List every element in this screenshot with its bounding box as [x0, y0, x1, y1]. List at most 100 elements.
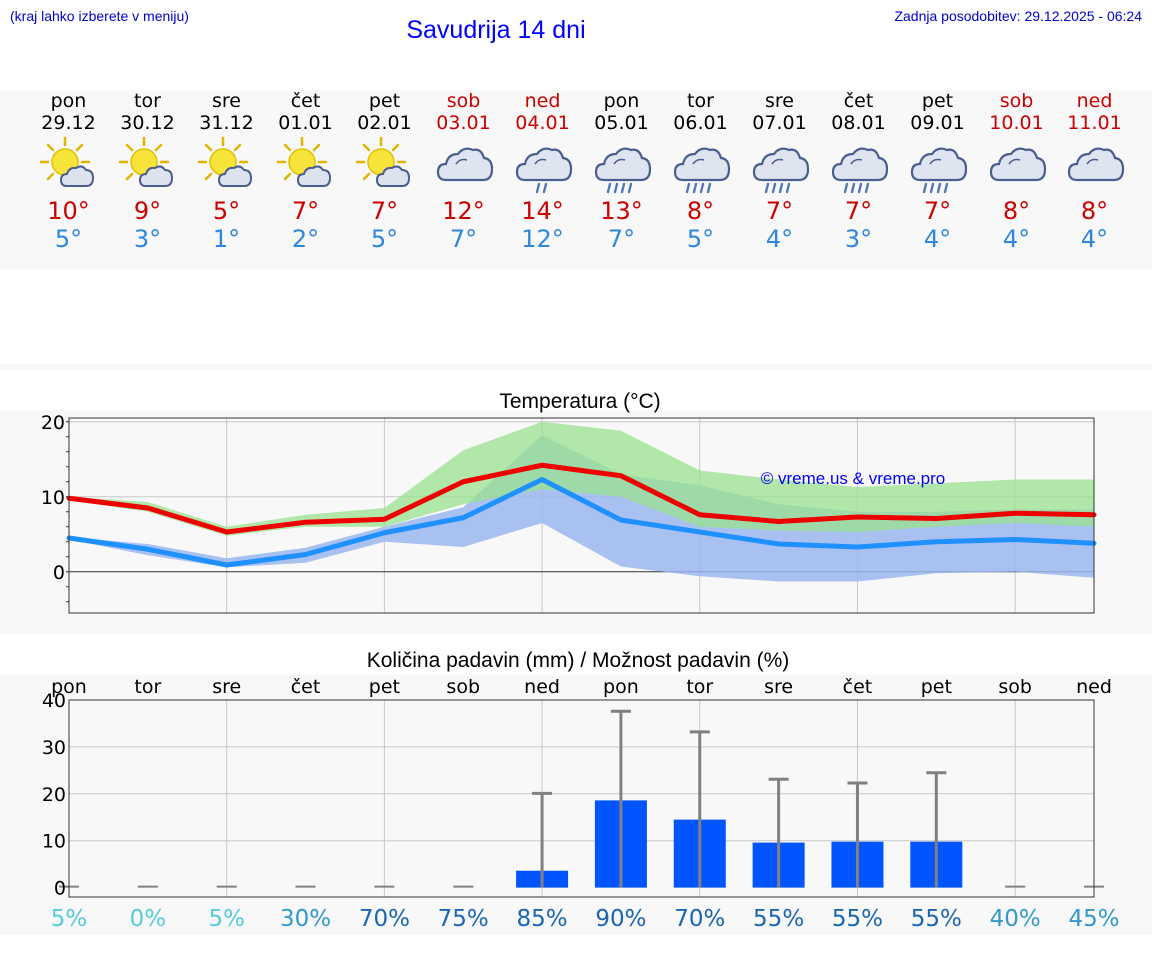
max-temp: 9°	[133, 197, 162, 225]
y-tick-label: 20	[42, 784, 66, 806]
day-name: pon	[50, 90, 87, 112]
cloud-rain-icon	[750, 136, 810, 196]
day-date: 02.01	[357, 112, 412, 134]
precip-probability-label: 5%	[51, 906, 88, 932]
cloud-rain-icon	[829, 136, 889, 196]
y-tick-label: 0	[54, 878, 66, 900]
day-name: čet	[290, 90, 321, 112]
precip-probability-label: 75%	[438, 906, 489, 932]
min-temp: 5°	[370, 225, 399, 253]
precip-probability-label: 45%	[1068, 906, 1119, 932]
cloud-rain-icon	[908, 136, 968, 196]
day-name: sob	[446, 90, 481, 112]
day-name: tor	[687, 90, 714, 112]
min-temp: 5°	[54, 225, 83, 253]
day-date: 07.01	[752, 112, 807, 134]
day-column: sob 03.01 12° 7°	[424, 90, 503, 252]
day-name: pet	[368, 90, 401, 112]
precip-probability-label: 55%	[753, 906, 804, 932]
plot-frame	[68, 417, 1095, 614]
divider	[0, 364, 1152, 370]
max-temp: 10°	[47, 197, 90, 225]
min-temp: 1°	[212, 225, 241, 253]
day-name: čet	[843, 90, 874, 112]
min-temp: 5°	[686, 225, 715, 253]
day-label: ned	[524, 676, 560, 698]
day-column: pon 05.01 13° 7°	[582, 90, 661, 252]
day-label: sre	[764, 676, 793, 698]
day-label: pet	[921, 676, 952, 698]
sun-cloud-icon	[276, 136, 336, 196]
precip-probability-label: 85%	[517, 906, 568, 932]
day-date: 06.01	[673, 112, 728, 134]
precip-probability-label: 55%	[832, 906, 883, 932]
page-title: Savudrija 14 dni	[406, 16, 586, 44]
max-temp-line	[66, 462, 1097, 535]
max-temp: 7°	[844, 197, 873, 225]
precip-probability-label: 70%	[674, 906, 725, 932]
max-temp: 14°	[521, 197, 564, 225]
day-date: 10.01	[989, 112, 1044, 134]
day-column: pon 29.12 10° 5°	[29, 90, 108, 252]
day-column: tor 30.12 9° 3°	[108, 90, 187, 252]
max-temp: 7°	[923, 197, 952, 225]
day-name: sre	[212, 90, 241, 112]
max-temp: 13°	[600, 197, 643, 225]
precip-probability-label: 40%	[990, 906, 1041, 932]
last-updated: Zadnja posodobitev: 29.12.2025 - 06:24	[894, 8, 1142, 24]
y-tick-label: 20	[41, 412, 65, 434]
sun-cloud-icon	[355, 136, 415, 196]
sun-cloud-icon	[39, 136, 99, 196]
day-name: ned	[524, 90, 561, 112]
day-name: pet	[921, 90, 954, 112]
day-column: ned 04.01 14° 12°	[503, 90, 582, 252]
day-name: sob	[999, 90, 1034, 112]
day-date: 30.12	[120, 112, 175, 134]
day-column: čet 01.01 7° 2°	[266, 90, 345, 252]
day-label: sob	[446, 676, 480, 698]
min-temp-line	[66, 477, 1097, 568]
min-temp: 4°	[1002, 225, 1031, 253]
day-name: ned	[1076, 90, 1113, 112]
day-column: tor 06.01 8° 5°	[661, 90, 740, 252]
day-date: 31.12	[199, 112, 254, 134]
day-column: pet 09.01 7° 4°	[898, 90, 977, 252]
min-temp: 4°	[1080, 225, 1109, 253]
precip-probability-label: 55%	[911, 906, 962, 932]
day-label: čet	[843, 676, 873, 698]
day-date: 01.01	[278, 112, 333, 134]
copyright-credit: © vreme.us & vreme.pro	[761, 469, 945, 488]
cloud-rain-icon	[671, 136, 731, 196]
precip-probability-label: 30%	[280, 906, 331, 932]
y-tick-label: 30	[42, 737, 66, 759]
max-temp: 7°	[370, 197, 399, 225]
sun-cloud-icon	[118, 136, 178, 196]
day-name: tor	[134, 90, 161, 112]
max-temp-range-band	[69, 421, 1094, 536]
max-temp: 8°	[1002, 197, 1031, 225]
min-temp: 3°	[844, 225, 873, 253]
day-column: sre 31.12 5° 1°	[187, 90, 266, 252]
precip-probability-label: 70%	[359, 906, 410, 932]
day-date: 08.01	[831, 112, 886, 134]
min-temp: 7°	[607, 225, 636, 253]
precip-probability-label: 90%	[595, 906, 646, 932]
precipitation-chart: Količina padavin (mm) / Možnost padavin …	[0, 649, 1152, 935]
min-temp: 12°	[521, 225, 564, 253]
day-label: sre	[212, 676, 241, 698]
max-temp: 7°	[291, 197, 320, 225]
day-label: pon	[603, 676, 639, 698]
y-tick-label: 10	[42, 831, 66, 853]
location-hint: (kraj lahko izberete v meniju)	[10, 8, 189, 24]
day-column: čet 08.01 7° 3°	[819, 90, 898, 252]
day-label: tor	[686, 676, 713, 698]
max-temp: 7°	[765, 197, 794, 225]
min-temp: 2°	[291, 225, 320, 253]
day-date: 29.12	[41, 112, 96, 134]
max-temp: 8°	[686, 197, 715, 225]
day-label: sob	[998, 676, 1032, 698]
day-date: 03.01	[436, 112, 491, 134]
precip-probability-label: 0%	[130, 906, 167, 932]
temperature-chart: Temperatura (°C) 0 10 20 © vreme.us & vreme.…	[0, 390, 1152, 634]
cloud-light-rain-icon	[513, 136, 573, 196]
